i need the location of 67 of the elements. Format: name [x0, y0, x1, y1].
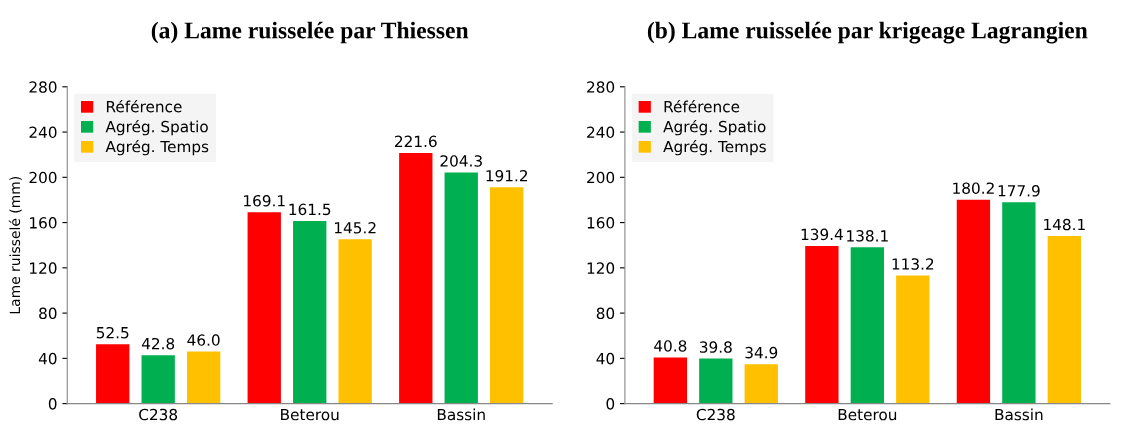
chart-title: (a) Lame ruisselée par Thiessen: [151, 21, 469, 44]
data-label: 113.2: [892, 258, 934, 270]
bar: [956, 199, 991, 404]
x-tick-label: Beterou: [838, 408, 897, 421]
x-tick-label: Beterou: [281, 408, 339, 421]
data-label: 145.2: [334, 222, 376, 234]
bar: [653, 357, 688, 404]
data-label: 180.2: [953, 182, 994, 194]
y-tick-label: 160: [587, 217, 615, 229]
bar: [744, 364, 778, 404]
y-tick-label: 200: [587, 171, 615, 184]
y-tick-label: 120: [30, 262, 57, 274]
data-label: 39.8: [699, 341, 732, 353]
bar: [850, 247, 885, 404]
y-tick-label: 120: [587, 262, 615, 274]
bar: [1047, 236, 1081, 404]
x-tick-label: Bassin: [437, 408, 485, 421]
bar: [293, 220, 327, 404]
bar: [699, 358, 733, 404]
bar: [96, 344, 130, 404]
chart-title: (b) Lame ruisselée par krigeage Lagrangien: [647, 21, 1088, 44]
data-label: 34.9: [745, 346, 778, 359]
bar: [186, 351, 221, 404]
data-label: 52.5: [96, 326, 129, 339]
legend-label: Agrég. Temps: [663, 139, 766, 156]
bar: [444, 172, 478, 404]
x-tick-label: C238: [139, 408, 178, 421]
bar: [896, 275, 930, 404]
y-tick-label: 160: [30, 217, 57, 229]
data-label: 40.8: [654, 340, 687, 352]
x-tick-label: C238: [696, 408, 735, 421]
data-label: 161.5: [289, 203, 331, 216]
data-label: 46.0: [187, 334, 220, 346]
y-tick-label: 40: [596, 352, 615, 365]
y-axis-title: Lame ruisselé (mm): [8, 176, 22, 314]
legend-label: Agrég. Temps: [105, 139, 209, 156]
y-tick-label: 200: [29, 171, 57, 184]
data-label: 148.1: [1044, 218, 1085, 231]
y-tick-label: 80: [39, 307, 57, 320]
data-label: 204.3: [440, 155, 482, 167]
x-tick-label: Bassin: [995, 408, 1043, 421]
y-tick-label: 280: [29, 81, 57, 93]
y-tick-label: 240: [29, 126, 57, 139]
y-tick-label: 80: [596, 307, 615, 320]
y-tick-label: 0: [48, 398, 57, 410]
data-label: 138.1: [847, 230, 888, 242]
bar: [1002, 202, 1036, 404]
data-label: 139.4: [801, 228, 843, 241]
legend-label: Référence: [106, 99, 182, 113]
data-label: 169.1: [244, 194, 285, 207]
bar: [338, 239, 372, 404]
legend-label: Agrég. Spatio: [663, 119, 766, 136]
y-tick-label: 0: [606, 398, 615, 410]
bar: [399, 152, 433, 404]
bar: [141, 355, 175, 404]
y-tick-label: 280: [587, 81, 615, 93]
bar: [247, 212, 281, 404]
data-label: 42.8: [141, 337, 175, 350]
y-tick-label: 40: [38, 352, 57, 365]
bar: [805, 245, 839, 404]
data-label: 177.9: [998, 185, 1040, 197]
bar: [490, 187, 524, 404]
legend-label: Agrég. Spatio: [105, 119, 208, 136]
legend-label: Référence: [664, 99, 740, 113]
data-label: 191.2: [486, 169, 528, 182]
data-label: 221.6: [395, 135, 437, 148]
y-tick-label: 240: [587, 126, 615, 139]
